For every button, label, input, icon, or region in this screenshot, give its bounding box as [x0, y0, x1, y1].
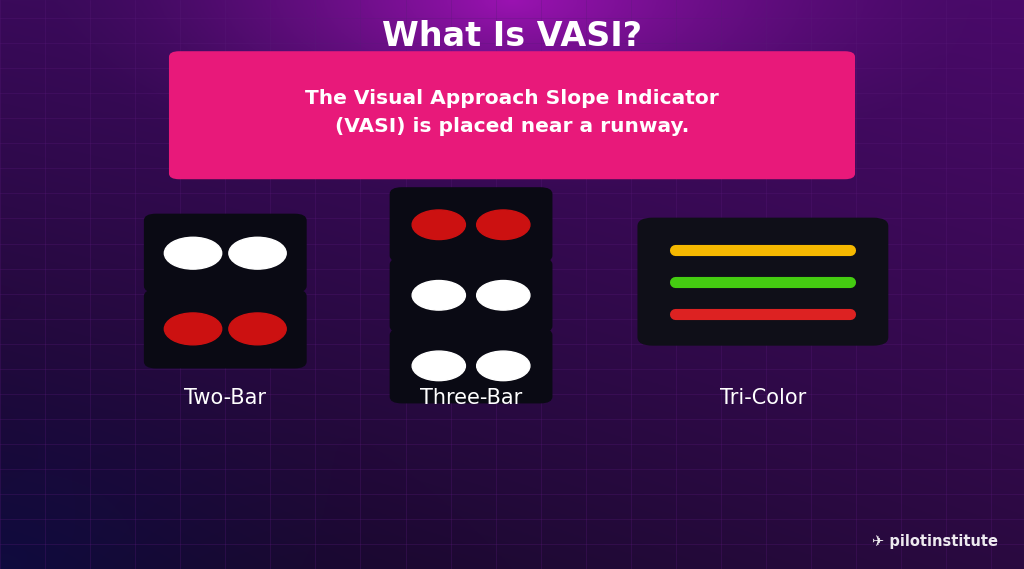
- FancyBboxPatch shape: [389, 187, 553, 262]
- Text: Tri-Color: Tri-Color: [720, 388, 806, 409]
- FancyBboxPatch shape: [389, 328, 553, 403]
- FancyBboxPatch shape: [143, 214, 307, 292]
- Circle shape: [477, 281, 530, 310]
- Circle shape: [164, 237, 222, 269]
- FancyBboxPatch shape: [389, 258, 553, 333]
- FancyBboxPatch shape: [637, 218, 888, 346]
- Circle shape: [164, 313, 222, 345]
- Text: ✈ pilotinstitute: ✈ pilotinstitute: [872, 534, 998, 549]
- Circle shape: [477, 351, 530, 381]
- FancyBboxPatch shape: [143, 289, 307, 369]
- FancyBboxPatch shape: [169, 51, 855, 179]
- Text: Three-Bar: Three-Bar: [420, 388, 522, 409]
- Text: What Is VASI?: What Is VASI?: [382, 20, 642, 53]
- Text: The Visual Approach Slope Indicator
(VASI) is placed near a runway.: The Visual Approach Slope Indicator (VAS…: [305, 89, 719, 136]
- Circle shape: [412, 351, 465, 381]
- Text: Two-Bar: Two-Bar: [184, 388, 266, 409]
- Circle shape: [412, 210, 465, 240]
- Circle shape: [229, 237, 287, 269]
- Circle shape: [229, 313, 287, 345]
- Circle shape: [477, 210, 530, 240]
- Circle shape: [412, 281, 465, 310]
